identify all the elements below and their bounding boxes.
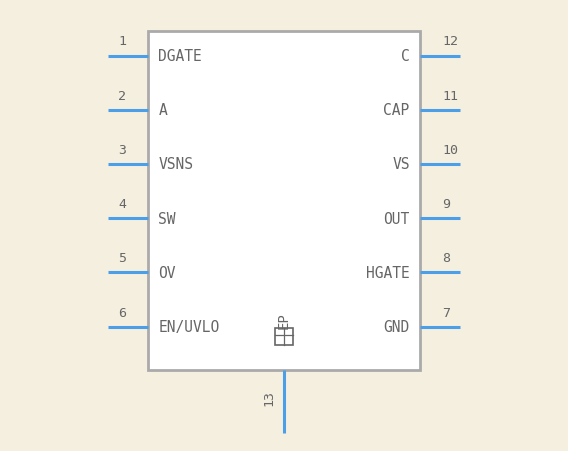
Text: GND: GND	[383, 319, 410, 335]
Text: HGATE: HGATE	[366, 265, 410, 281]
Text: 8: 8	[442, 252, 450, 265]
Text: EP: EP	[277, 312, 291, 329]
Text: DGATE: DGATE	[158, 49, 202, 64]
Text: SW: SW	[158, 211, 176, 226]
Text: 4: 4	[118, 198, 126, 211]
Text: 1: 1	[118, 35, 126, 48]
Text: 2: 2	[118, 89, 126, 102]
Bar	[275, 328, 293, 345]
Text: 5: 5	[118, 252, 126, 265]
Text: 3: 3	[118, 143, 126, 156]
Text: OV: OV	[158, 265, 176, 281]
Text: 10: 10	[442, 143, 458, 156]
Text: 9: 9	[442, 198, 450, 211]
Bar	[148, 32, 420, 370]
Text: 13: 13	[263, 389, 276, 405]
Text: VS: VS	[392, 157, 410, 172]
Text: EN/UVLO: EN/UVLO	[158, 319, 220, 335]
Text: 6: 6	[118, 306, 126, 319]
Text: CAP: CAP	[383, 103, 410, 118]
Text: 7: 7	[442, 306, 450, 319]
Text: VSNS: VSNS	[158, 157, 193, 172]
Text: A: A	[158, 103, 167, 118]
Text: 11: 11	[442, 89, 458, 102]
Text: C: C	[401, 49, 410, 64]
Text: 12: 12	[442, 35, 458, 48]
Text: OUT: OUT	[383, 211, 410, 226]
